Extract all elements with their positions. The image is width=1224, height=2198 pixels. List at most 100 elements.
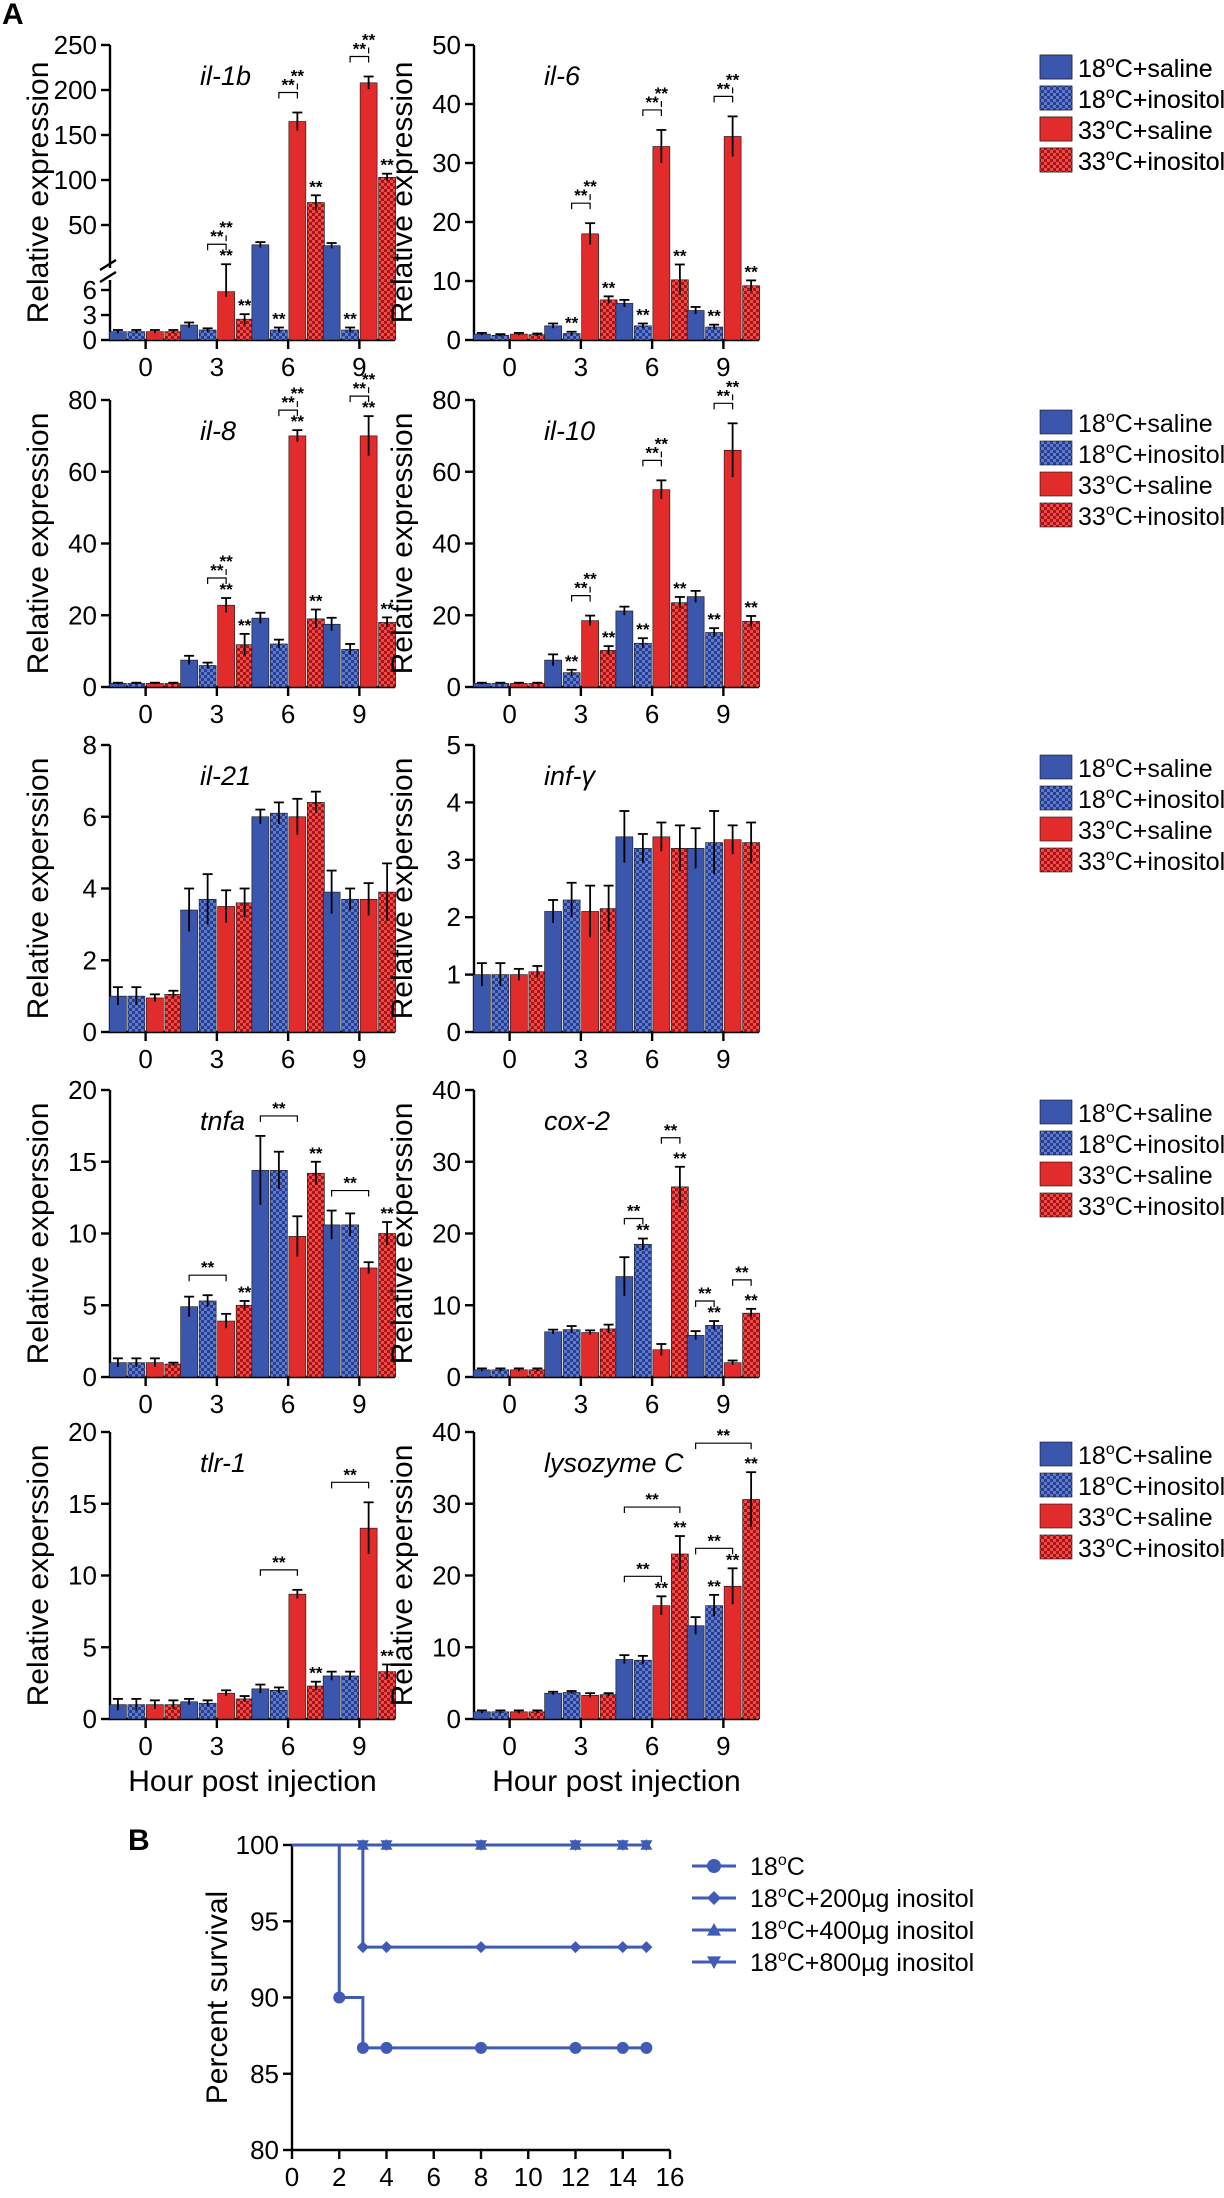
data-point — [707, 1859, 721, 1873]
bar-33oC+saline-3 — [581, 620, 599, 688]
bar-33oC+inositol-6 — [307, 202, 325, 341]
comparison-bracket — [695, 1547, 734, 1555]
bracket-significance: ** — [717, 386, 731, 405]
bar-33oC+saline-6 — [652, 1605, 671, 1720]
x-tick-label: 0 — [138, 1044, 152, 1074]
y-tick-label: 30 — [432, 148, 461, 178]
survival-chart: 80 85 90 95 100 0 2 4 6 8 10 12 14 16 Percent survival… — [201, 1830, 974, 2192]
comparison-bracket — [732, 1279, 752, 1286]
panel-6: 0 5 10 15 20 0 3 ** 6 ** 9 ** ** ** ** tnfa Relative exp… — [22, 1075, 396, 1419]
significance-mark: ** — [745, 1291, 759, 1310]
legend-swatch — [1039, 147, 1073, 173]
x-tick-label: 0 — [138, 352, 152, 382]
x-tick-label: 3 — [574, 1044, 588, 1074]
legend-swatch — [1039, 440, 1073, 466]
x-tick-label: 3 — [210, 699, 224, 729]
y-tick-label: 0 — [83, 325, 97, 355]
x-tick-label: 3 — [210, 352, 224, 382]
bar-18oC+saline-9 — [686, 310, 705, 341]
comparison-bracket — [695, 1300, 715, 1308]
bar-18oC+inositol-3 — [198, 665, 217, 688]
x-tick-label: 4 — [379, 2162, 393, 2192]
legend-label: 18oC+inositol — [1078, 85, 1224, 114]
legend-label: 18oC+saline — [1078, 754, 1213, 783]
y-tick-label: 0 — [447, 1017, 461, 1047]
significance-mark: ** — [655, 1578, 669, 1597]
significance-mark: ** — [309, 177, 323, 196]
bar-33oC+inositol-3 — [599, 299, 618, 341]
panel-label-a: A — [2, 0, 24, 31]
legend-label: 33oC+inositol — [1078, 1534, 1224, 1563]
significance-mark: ** — [344, 310, 358, 329]
bar-18oC+saline-3 — [544, 1331, 562, 1378]
bar-18oC+saline-9 — [686, 1625, 705, 1720]
bar-33oC+saline-3 — [217, 291, 235, 341]
x-tick-label: 2 — [332, 2162, 346, 2192]
data-point — [569, 1941, 582, 1954]
bar-18oC+saline-6 — [251, 816, 270, 1033]
x-axis-title: Hour post injection — [128, 1765, 376, 1798]
bracket-significance: ** — [291, 384, 305, 403]
significance-mark: ** — [309, 1664, 323, 1683]
bar-33oC+inositol-3 — [599, 1694, 618, 1720]
legend-swatch — [1039, 85, 1073, 111]
bar-33oC+inositol-3 — [599, 650, 618, 688]
y-tick-label: 0 — [447, 1362, 461, 1392]
x-tick-label: 0 — [502, 1044, 516, 1074]
bar-33oC+saline-6 — [288, 1236, 307, 1378]
y-tick-label: 30 — [432, 1147, 461, 1177]
y-tick-label: 200 — [54, 75, 97, 105]
gene-title: il-6 — [544, 61, 581, 91]
gene-title: tnfa — [200, 1106, 245, 1136]
comparison-bracket — [623, 1575, 662, 1583]
x-tick-label: 3 — [574, 699, 588, 729]
panel-8: 0 5 10 15 20 0 3 6 ** 9 ** ** ** tlr-1 Relative expers… — [22, 1417, 396, 1798]
y-tick-label: 0 — [447, 1704, 461, 1734]
comparison-bracket — [207, 243, 227, 251]
bar-18oC+inositol-6 — [634, 1659, 652, 1720]
legend-swatch — [1039, 1441, 1073, 1467]
gene-title: il-10 — [544, 416, 595, 446]
legend-swatch — [1039, 471, 1073, 497]
y-tick-label: 50 — [432, 30, 461, 60]
legend-label: 18oC+saline — [1078, 1099, 1213, 1128]
legend-label: 18oC+inositol — [1078, 85, 1224, 114]
bar-18oC+saline-3 — [544, 1692, 562, 1720]
legend: 18oC+saline18oC+inositol33oC+saline33oC+… — [1039, 754, 1224, 876]
x-tick-label: 9 — [716, 352, 730, 382]
y-tick-label: 4 — [83, 874, 97, 904]
data-point — [475, 1941, 487, 1954]
legend-label: 33oC+inositol — [1078, 502, 1224, 531]
data-point — [333, 1991, 346, 2004]
x-tick-label: 6 — [281, 1044, 295, 1074]
bar-33oC+saline-0 — [510, 974, 528, 1033]
y-axis-title: Relative experssion — [386, 1103, 419, 1365]
bar-33oC+inositol-6 — [671, 602, 689, 688]
bracket-significance: ** — [646, 443, 660, 462]
y-tick-label: 100 — [54, 165, 97, 195]
bar-33oC+inositol-6 — [307, 1172, 325, 1378]
bar-18oC+inositol-3 — [562, 899, 581, 1033]
bracket-significance: ** — [646, 1490, 660, 1509]
bar-33oC+inositol-3 — [235, 902, 254, 1033]
survival-line — [292, 1843, 647, 1949]
legend-label: 33oC+saline — [1078, 116, 1213, 145]
bracket-significance: ** — [627, 1202, 641, 1221]
x-tick-label: 6 — [281, 352, 295, 382]
comparison-bracket — [188, 1274, 227, 1282]
legend-label: 18oC+saline — [1078, 409, 1213, 438]
bar-33oC+saline-3 — [217, 604, 235, 688]
significance-mark: ** — [238, 296, 252, 315]
y-tick-label: 20 — [68, 600, 97, 630]
x-tick-label: 0 — [285, 2162, 299, 2192]
significance-mark: ** — [220, 580, 234, 599]
comparison-bracket — [278, 409, 298, 417]
y-tick-label: 0 — [447, 325, 461, 355]
bracket-significance: ** — [291, 67, 305, 86]
legend-swatch — [1039, 1534, 1073, 1560]
x-tick-label: 8 — [474, 2162, 488, 2192]
y-tick-label: 3 — [83, 300, 97, 330]
bar-33oC+inositol-9 — [742, 1499, 760, 1720]
x-tick-label: 9 — [716, 1044, 730, 1074]
